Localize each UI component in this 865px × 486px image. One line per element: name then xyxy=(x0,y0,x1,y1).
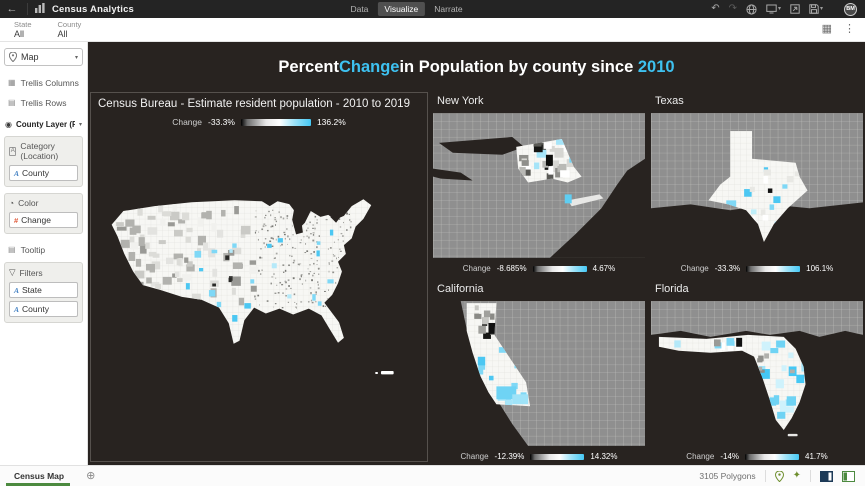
legend-gradient-bar xyxy=(745,453,800,460)
panel-new-york[interactable]: New York xyxy=(433,92,645,274)
right-layout-toggle-icon[interactable] xyxy=(842,470,855,482)
add-canvas-icon[interactable]: ⊕ xyxy=(86,469,96,482)
canvas: Percent Change in Population by county s… xyxy=(88,42,865,465)
panel-title: Florida xyxy=(655,283,689,295)
legend-gradient-bar xyxy=(532,265,587,272)
save-icon[interactable]: ▾ xyxy=(809,4,823,14)
panel-title: Texas xyxy=(655,95,684,107)
filter-bar: State All County All ▦ ⋮ xyxy=(0,18,865,42)
tab-narrate[interactable]: Narrate xyxy=(434,4,463,14)
map-pin-toggle-icon[interactable] xyxy=(774,470,784,482)
legend-texas: Change -33.3% 106.1% xyxy=(680,264,834,273)
texas-map[interactable] xyxy=(651,109,863,262)
dimension-marker-icon: A xyxy=(14,285,20,295)
filter-grid-icon[interactable]: ▦ xyxy=(821,23,832,35)
back-icon[interactable]: ← xyxy=(6,3,18,15)
tooltip-icon: ▤ xyxy=(8,245,16,254)
undo-icon[interactable]: ↶ xyxy=(711,3,720,14)
export-icon[interactable] xyxy=(790,4,800,14)
filter-county[interactable]: County All xyxy=(57,20,82,39)
trellis-rows-icon: ▤ xyxy=(8,98,16,107)
tab-data[interactable]: Data xyxy=(350,4,369,14)
chip-county[interactable]: A County xyxy=(9,165,78,181)
polygon-count: 3105 Polygons xyxy=(699,471,756,481)
panel-us-map[interactable]: Census Bureau - Estimate resident popula… xyxy=(90,92,428,462)
legend-gradient-bar xyxy=(746,265,801,272)
topbar-left: ← Census Analytics xyxy=(4,0,134,18)
left-layout-toggle-icon[interactable] xyxy=(820,470,833,482)
california-map[interactable] xyxy=(433,297,645,450)
panel-california[interactable]: California xyxy=(433,280,645,462)
category-icon: A xyxy=(9,146,17,156)
us-county-map[interactable] xyxy=(98,127,420,457)
legend-gradient-bar xyxy=(530,453,585,460)
legend-new-york: Change -8.685% 4.67% xyxy=(462,264,616,273)
measure-marker-icon: # xyxy=(14,215,19,225)
funnel-icon: ▽ xyxy=(9,267,16,277)
user-avatar[interactable]: BM xyxy=(844,2,857,16)
topbar-actions: ↶ ↷ ▾ ▾ BM xyxy=(711,2,857,16)
tooltip-drop[interactable]: ▤ Tooltip xyxy=(8,245,46,255)
tab-visualize[interactable]: Visualize xyxy=(377,2,426,16)
filter-bar-actions: ▦ ⋮ xyxy=(822,24,855,35)
trellis-columns-drop[interactable]: ▦ Trellis Columns xyxy=(8,78,79,88)
present-mode-icon[interactable] xyxy=(746,3,757,15)
status-right: 3105 Polygons ✦ xyxy=(699,470,855,482)
panel-texas[interactable]: Texas Change -33.3 xyxy=(651,92,863,274)
panel-title: California xyxy=(437,283,484,295)
dimension-marker-icon: A xyxy=(14,168,20,178)
trellis-rows-drop[interactable]: ▤ Trellis Rows xyxy=(8,98,67,108)
legend-gradient-bar xyxy=(240,118,311,126)
canvas-settings-icon[interactable]: ▾ xyxy=(766,4,781,14)
new-york-map[interactable] xyxy=(433,109,645,262)
filters-section: ▽ Filters A State A County xyxy=(4,262,83,323)
dimension-marker-icon: A xyxy=(14,304,20,314)
florida-map[interactable] xyxy=(651,297,863,450)
state-trellis: New York xyxy=(433,92,863,462)
mode-tabs: Data Visualize Narrate xyxy=(343,2,469,16)
grammar-sidebar: Map ▾ ▦ Trellis Columns ▤ Trellis Rows ◉… xyxy=(0,42,88,465)
topbar-divider xyxy=(27,3,28,15)
legend-california: Change -12.39% 14.32% xyxy=(460,452,618,461)
viz-type-select[interactable]: Map ▾ xyxy=(4,48,83,66)
topbar: ← Census Analytics Data Visualize Narrat… xyxy=(0,0,865,18)
color-icon: ◔ xyxy=(9,198,15,208)
panel-florida[interactable]: Florida xyxy=(651,280,863,462)
redo-icon[interactable]: ↷ xyxy=(728,3,737,14)
status-bar: Census Map ⊕ 3105 Polygons ✦ xyxy=(0,465,865,486)
chip-filter-county[interactable]: A County xyxy=(9,301,78,317)
canvas-tab-census-map[interactable]: Census Map xyxy=(0,466,76,486)
trellis-columns-icon: ▦ xyxy=(8,78,16,87)
chip-change[interactable]: # Change xyxy=(9,212,78,228)
color-section: ◔ Color # Change xyxy=(4,193,83,234)
legend-us: Change -33.3% 136.2% xyxy=(172,117,346,127)
layer-icon: ◉ xyxy=(5,120,12,129)
panel-title: Census Bureau - Estimate resident popula… xyxy=(98,98,410,110)
category-section: A Category (Location) A County xyxy=(4,136,83,187)
filter-state[interactable]: State All xyxy=(14,20,32,39)
panel-title: New York xyxy=(437,95,484,107)
kebab-menu-icon[interactable]: ⋮ xyxy=(844,23,855,35)
chip-filter-state[interactable]: A State xyxy=(9,282,78,298)
auto-insights-icon[interactable]: ✦ xyxy=(792,470,801,481)
canvas-title: Percent Change in Population by county s… xyxy=(278,57,675,76)
app-title: Census Analytics xyxy=(52,3,135,15)
county-layer-row[interactable]: ◉ County Layer (Pol... ▾ xyxy=(5,120,82,129)
legend-florida: Change -14% 41.7% xyxy=(686,452,828,461)
workbook-chart-icon xyxy=(35,0,45,18)
